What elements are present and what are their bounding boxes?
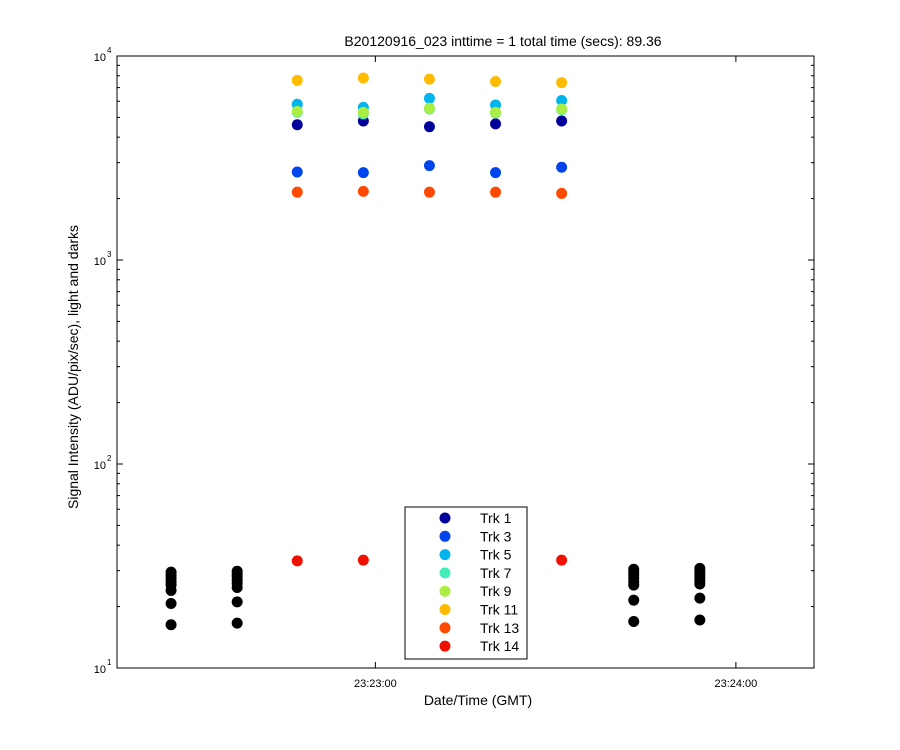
trk-1-point bbox=[556, 115, 568, 127]
trk-9-point bbox=[423, 102, 435, 114]
y-tick-exponent: 1 bbox=[107, 658, 112, 667]
y-tick-exponent: 4 bbox=[107, 46, 112, 55]
dark-frame-point bbox=[231, 596, 243, 608]
legend-item-trk-14: Trk 14 bbox=[439, 638, 519, 654]
trk-9-point bbox=[357, 106, 369, 118]
trk-11-point bbox=[490, 75, 502, 87]
dark-frame-point bbox=[165, 598, 177, 610]
trk-11-point bbox=[291, 74, 303, 86]
x-axis-label: Date/Time (GMT) bbox=[424, 692, 532, 708]
y-tick-label: 103 bbox=[94, 250, 112, 268]
legend: Trk 1 Trk 3 Trk 5 Trk 7 Trk 9 Trk 11 Trk 13 Trk… bbox=[404, 506, 528, 660]
legend-marker bbox=[439, 585, 451, 597]
trk-13-point bbox=[423, 186, 435, 198]
y-tick-label: 104 bbox=[94, 46, 112, 64]
legend-label: Trk 11 bbox=[480, 602, 518, 618]
trk-11-point bbox=[357, 72, 369, 84]
legend-label: Trk 3 bbox=[480, 528, 512, 544]
legend-box bbox=[404, 506, 528, 660]
legend-item-trk-7: Trk 7 bbox=[439, 565, 512, 581]
legend-item-trk-13: Trk 13 bbox=[439, 620, 519, 636]
dark-frame-point bbox=[165, 619, 177, 631]
legend-label: Trk 14 bbox=[480, 638, 519, 654]
trk-11-point bbox=[556, 77, 568, 89]
dark-frame-point bbox=[165, 584, 177, 596]
legend-item-trk-5: Trk 5 bbox=[439, 547, 512, 563]
dark-frame-point bbox=[628, 616, 640, 628]
legend-label: Trk 7 bbox=[480, 565, 512, 581]
legend-label: Trk 5 bbox=[480, 547, 512, 563]
trk-14-point bbox=[556, 554, 568, 566]
legend-item-trk-11: Trk 11 bbox=[439, 602, 518, 618]
y-tick-exponent: 2 bbox=[107, 454, 112, 463]
trk-9-point bbox=[291, 105, 303, 117]
y-tick-base: 10 bbox=[94, 52, 106, 64]
y-tick-base: 10 bbox=[94, 460, 106, 472]
trk-3-point bbox=[291, 166, 303, 178]
dark-frame-point bbox=[694, 578, 706, 590]
trk-3-point bbox=[357, 167, 369, 179]
trk-5-point bbox=[556, 95, 568, 107]
trk-1-point bbox=[291, 119, 303, 131]
legend-items: Trk 1 Trk 3 Trk 5 Trk 7 Trk 9 Trk 11 Trk 13 Trk… bbox=[439, 510, 519, 654]
trk-9-point bbox=[490, 106, 502, 118]
trk-14-point bbox=[291, 555, 303, 567]
legend-marker bbox=[439, 530, 451, 542]
x-tick-label: 23:24:00 bbox=[714, 678, 757, 690]
x-tick-label: 23:23:00 bbox=[354, 678, 397, 690]
legend-marker bbox=[439, 567, 451, 579]
trk-3-point bbox=[490, 167, 502, 179]
trk-11-point bbox=[423, 73, 435, 85]
legend-item-trk-3: Trk 3 bbox=[439, 528, 512, 544]
legend-item-trk-1: Trk 1 bbox=[439, 510, 512, 526]
y-tick-label: 102 bbox=[94, 454, 112, 472]
chart-title: B20120916_023 inttime = 1 total time (se… bbox=[344, 33, 661, 49]
legend-label: Trk 1 bbox=[480, 510, 512, 526]
trk-3-point bbox=[556, 161, 568, 173]
dark-frame-point bbox=[628, 579, 640, 591]
legend-marker bbox=[439, 512, 451, 524]
y-tick-base: 10 bbox=[94, 664, 106, 676]
trk-13-point bbox=[556, 187, 568, 199]
dark-frame-point bbox=[628, 594, 640, 606]
trk-13-point bbox=[291, 186, 303, 198]
y-tick-base: 10 bbox=[94, 256, 106, 268]
dark-frame-point bbox=[231, 582, 243, 594]
trk-13-point bbox=[357, 185, 369, 197]
dark-frame-point bbox=[694, 614, 706, 626]
trk-13-point bbox=[490, 186, 502, 198]
legend-label: Trk 9 bbox=[480, 583, 512, 599]
legend-item-trk-9: Trk 9 bbox=[439, 583, 512, 599]
legend-marker bbox=[439, 640, 451, 652]
y-tick-label: 101 bbox=[94, 658, 112, 676]
legend-marker bbox=[439, 604, 451, 615]
trk-14-point bbox=[357, 554, 369, 566]
y-axis-label: Signal Intensity (ADU/pix/sec), light an… bbox=[65, 225, 81, 509]
data-marks bbox=[165, 72, 706, 631]
trk-3-point bbox=[423, 160, 435, 172]
trk-1-point bbox=[423, 121, 435, 133]
legend-marker bbox=[439, 622, 451, 634]
trk-5-point bbox=[423, 92, 435, 104]
trk-1-point bbox=[490, 118, 502, 130]
y-tick-exponent: 3 bbox=[107, 250, 112, 259]
legend-label: Trk 13 bbox=[480, 620, 519, 636]
dark-frame-point bbox=[231, 617, 243, 629]
dark-frame-point bbox=[694, 592, 706, 604]
trk-9-point bbox=[556, 103, 568, 115]
legend-marker bbox=[439, 549, 451, 561]
